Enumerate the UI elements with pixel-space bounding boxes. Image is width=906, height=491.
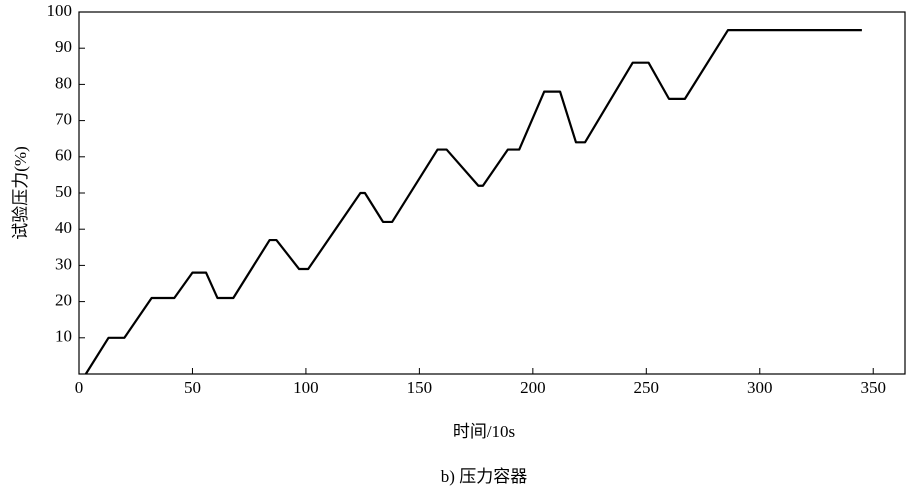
y-tick-label: 60: [55, 146, 72, 165]
x-tick-label: 0: [75, 378, 84, 397]
x-axis-label: 时间/10s: [453, 422, 515, 441]
x-tick-label: 100: [293, 378, 319, 397]
y-tick-label: 10: [55, 327, 72, 346]
y-tick-label: 30: [55, 254, 72, 273]
plot-frame: [78, 11, 906, 375]
x-tick-label: 300: [747, 378, 773, 397]
y-tick-label: 70: [55, 110, 72, 129]
y-axis-label: 试验压力(%): [11, 146, 30, 239]
y-tick-label: 40: [55, 218, 72, 237]
x-tick-label: 150: [407, 378, 433, 397]
caption: b) 压力容器: [441, 467, 527, 486]
y-tick-label: 80: [55, 73, 72, 92]
y-tick-label: 20: [55, 291, 72, 310]
y-tick-label: 100: [47, 1, 73, 20]
data-line: [84, 29, 862, 375]
x-tick-label: 50: [184, 378, 201, 397]
x-tick-label: 350: [860, 378, 886, 397]
y-tick-label: 90: [55, 37, 72, 56]
x-tick-label: 250: [634, 378, 660, 397]
y-tick-label: 50: [55, 182, 72, 201]
x-tick-label: 200: [520, 378, 546, 397]
